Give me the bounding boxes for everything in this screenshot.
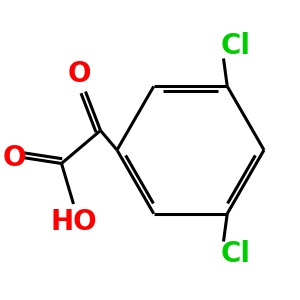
Text: O: O [3, 143, 26, 172]
Text: Cl: Cl [220, 32, 250, 61]
Text: HO: HO [50, 208, 97, 236]
Text: O: O [68, 59, 91, 88]
Text: Cl: Cl [220, 239, 250, 268]
